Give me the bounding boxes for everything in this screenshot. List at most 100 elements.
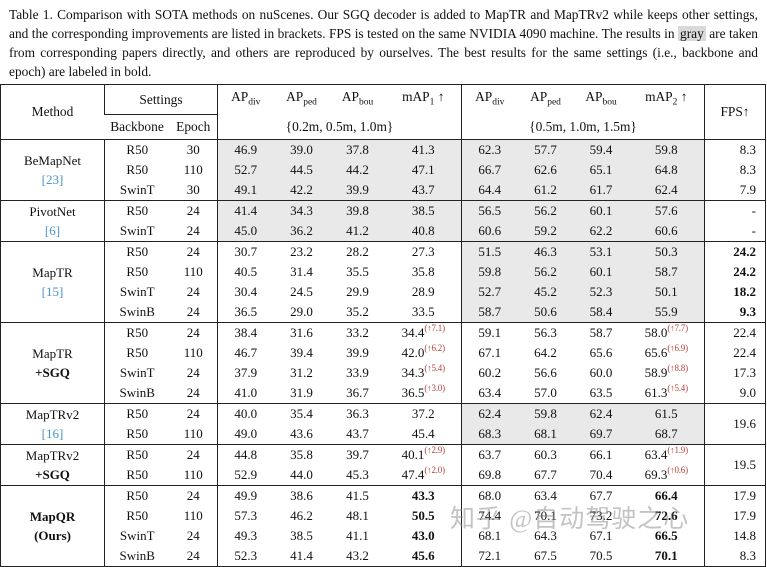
ap-cell: 40.5 (217, 262, 274, 283)
ap-cell: 52.7 (217, 160, 274, 181)
fps-cell: 9.0 (704, 383, 766, 404)
backbone-cell: SwinT (104, 363, 170, 384)
ap-cell: 42.2 (273, 180, 330, 201)
ap-cell: 49.0 (217, 424, 274, 445)
ap-cell: 31.2 (290, 365, 313, 381)
ap-cell: 65.6 (589, 345, 613, 361)
ap-cell: 69.3(↑0.6) (644, 465, 688, 483)
ap-cell: 35.8 (273, 444, 330, 466)
ap-cell: 50.3 (628, 241, 705, 263)
fps-cell: 8.3 (704, 160, 766, 181)
ap-cell: 60.6 (628, 221, 705, 242)
method-suffix: +SGQ (35, 365, 70, 381)
ap-cell: 36.7 (346, 385, 369, 401)
ap-cell: 27.3 (385, 241, 462, 263)
ap-cell: 36.5 (217, 302, 274, 323)
ap-cell: 57.6 (628, 200, 705, 222)
ap-cell: 55.9 (628, 302, 705, 323)
ap-cell: 68.0 (461, 485, 518, 507)
ap-cell: 52.3 (573, 282, 629, 303)
ap-cell: 60.6 (461, 221, 518, 242)
ap-cell: 61.3(↑5.4) (644, 383, 688, 401)
improvement-sup: (↑1.9) (667, 445, 688, 456)
backbone-cell: R50 (104, 424, 170, 445)
ap-cell: 46.2 (290, 508, 313, 524)
ap-cell: 45.2 (517, 282, 574, 303)
method-cell: PivotNet [6] (0, 200, 105, 242)
ap-cell: 34.3 (273, 200, 330, 222)
ap-cell: 69.7 (573, 424, 629, 445)
ap-cell: 64.2 (534, 345, 557, 361)
ap-cell: 68.7 (628, 424, 705, 445)
epoch-cell: 24 (169, 444, 218, 466)
ap-cell: 44.2 (329, 160, 386, 181)
ap-cell: 63.4 (461, 383, 518, 404)
ap-cell: 45.6 (411, 548, 435, 564)
ap-cell: 45.3 (346, 467, 369, 483)
method-cell: BeMapNet [23] (0, 139, 105, 201)
table-row: SwinT 24 30.4 24.5 29.9 28.9 52.7 45.2 52.3 50.1 1… (1, 282, 766, 303)
ap-cell: 40.8 (385, 221, 462, 242)
fps-cell: 8.3 (704, 139, 766, 161)
up-arrow-icon: ↑ (434, 89, 445, 104)
ap-cell: 48.1 (346, 508, 369, 524)
col-header-apped-1: APped (286, 89, 317, 108)
backbone-cell: SwinB (104, 546, 170, 567)
ap-cell: 61.2 (517, 180, 574, 201)
ap-cell: 38.5 (385, 200, 462, 222)
ap-cell: 63.5 (589, 385, 613, 401)
table-row: R50 110 49.0 43.6 43.7 45.4 68.3 68.1 69.7 68.7 (1, 424, 766, 445)
table-row: R50 110 46.7 39.4 39.9 42.0(↑6.2) 67.1 64.2 65.6… (1, 343, 766, 364)
ap-cell: 58.7 (573, 322, 629, 344)
ap-cell: 67.1 (461, 343, 518, 364)
backbone-cell: R50 (104, 241, 170, 263)
epoch-cell: 30 (169, 139, 218, 161)
table-row: SwinB 24 41.0 31.9 36.7 36.5(↑3.0) 63.4 57.0 63.… (1, 383, 766, 404)
citation-ref: [15] (41, 284, 64, 300)
ap-cell: 52.7 (461, 282, 518, 303)
ap-cell: 37.2 (385, 403, 462, 425)
ap-cell: 50.6 (517, 302, 574, 323)
ap-cell: 74.4 (461, 506, 518, 527)
ap-cell: 58.7 (461, 302, 518, 323)
epoch-cell: 30 (186, 182, 200, 198)
ap-cell: 39.7 (329, 444, 386, 466)
improvement-sup: (↑6.2) (424, 343, 445, 354)
citation-ref: [16] (41, 426, 64, 442)
ap-cell: 35.2 (346, 304, 369, 320)
ap-cell: 53.1 (573, 241, 629, 263)
method-name: MapTR (32, 265, 73, 281)
epoch-cell: 24 (186, 548, 200, 564)
table-row: PivotNet [6] R50 24 41.4 34.3 39.8 38.5 56.5 56.2… (0, 200, 766, 242)
table-row: SwinB 24 52.3 41.4 43.2 45.6 72.1 67.5 70.5 70.1 8… (1, 546, 766, 567)
ap-cell: 47.4(↑2.0) (401, 465, 445, 483)
epoch-cell: 24 (169, 322, 218, 344)
ap-cell: 40.0 (217, 403, 274, 425)
backbone-cell: R50 (104, 139, 170, 161)
ap-cell: 35.5 (346, 264, 369, 280)
caption-text-after: are taken from corresponding papers dire… (9, 26, 758, 79)
ap-cell: 59.8 (517, 403, 574, 425)
fps-cell: 17.9 (704, 485, 766, 507)
table-caption: Table 1. Comparison with SOTA methods on… (0, 0, 767, 81)
backbone-cell: SwinT (104, 282, 170, 303)
ap-cell: 64.3 (534, 528, 557, 544)
ap-cell: 70.1 (534, 508, 557, 524)
epoch-cell: 24 (169, 485, 218, 507)
ap-cell: 39.0 (273, 139, 330, 161)
backbone-cell: R50 (104, 343, 170, 364)
table-row: MapQR (Ours) R50 24 49.9 38.6 41.5 43.3 68.0 63.4… (0, 485, 766, 567)
ap-cell: 39.9 (329, 180, 386, 201)
backbone-cell: R50 (104, 262, 170, 283)
ap-cell: 37.9 (217, 363, 274, 384)
ap-cell: 45.4 (411, 426, 435, 442)
ap-cell: 61.7 (573, 180, 629, 201)
table-row: R50 110 52.7 44.5 44.2 47.1 66.7 62.6 65.1 64.8 8.… (1, 160, 766, 181)
ap-cell: 62.2 (573, 221, 629, 242)
ap-cell: 43.3 (385, 485, 462, 507)
backbone-cell: R50 (104, 444, 170, 466)
ap-cell: 37.8 (329, 139, 386, 161)
ap-cell: 23.2 (273, 241, 330, 263)
ap-cell: 46.9 (217, 139, 274, 161)
ap-cell: 62.3 (461, 139, 518, 161)
